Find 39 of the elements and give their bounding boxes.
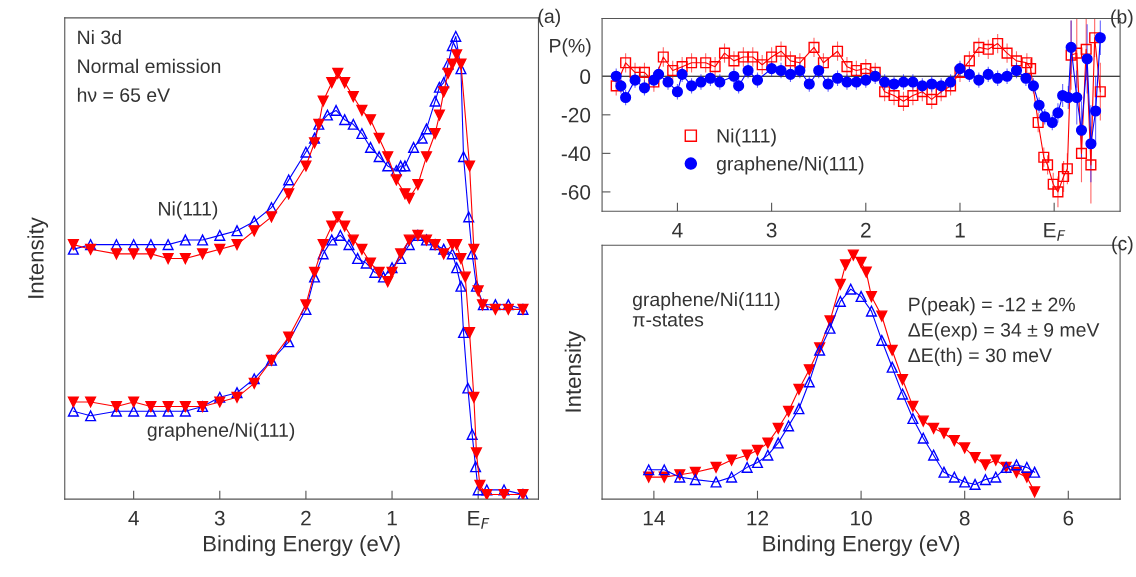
x-tick-label: 2 [301, 510, 311, 526]
x-tick-label: 8 [959, 510, 970, 526]
x-tick-label: 2 [861, 222, 871, 238]
x-tick-label: E$_{F}$ [468, 510, 490, 529]
annotation: Ni 3d [78, 29, 121, 45]
annotation: (b) [1111, 9, 1133, 28]
x-tick-label: 1 [955, 223, 965, 238]
y-axis-title: Intensity [27, 217, 49, 298]
annotation: graphene/Ni(111) [632, 292, 780, 311]
x-tick-label: 4 [128, 510, 139, 526]
x-tick-label: 14 [643, 510, 665, 526]
y-tick-label: -60 [561, 184, 591, 200]
x-tick-label: 1 [387, 510, 397, 526]
text: (c) [1112, 236, 1133, 255]
annotation: ΔE(exp) = 34 ± 9 meV [908, 322, 1100, 341]
annotation: Normal emission [78, 58, 221, 74]
x-tick-label: 3 [766, 222, 777, 238]
x-tick-label: 10 [851, 510, 872, 526]
y-axis-title: Intensity [564, 330, 586, 412]
text: (a) [538, 8, 560, 27]
annotation: P(peak) = -12 ± 2% [909, 297, 1075, 316]
y-tick-label: -40 [561, 146, 591, 162]
annotation: Ni(111) [159, 201, 218, 220]
annotation: π-states [632, 313, 704, 327]
legend-label: graphene/Ni(111) [716, 156, 864, 175]
x-tick-label: 3 [214, 510, 225, 526]
x-tick-label: E$_{F}$ [1044, 223, 1066, 241]
x-tick-label: 6 [1063, 510, 1074, 526]
y-tick-label: 0 [580, 69, 591, 85]
x-tick-label: 12 [747, 510, 769, 526]
x-tick-label: 4 [672, 223, 683, 238]
x-axis-title: Binding Energy (eV) [763, 535, 960, 556]
x-axis-title: Binding Energy (eV) [204, 535, 400, 556]
annotation: ΔE(th) = 30 meV [908, 347, 1052, 366]
annotation: graphene/Ni(111) [147, 422, 295, 441]
legend-label: Ni(111) [717, 128, 776, 147]
y-axis-title: P(%) [550, 38, 591, 57]
y-tick-label: -20 [561, 107, 591, 123]
annotation: hν = 65 eV [77, 87, 171, 102]
